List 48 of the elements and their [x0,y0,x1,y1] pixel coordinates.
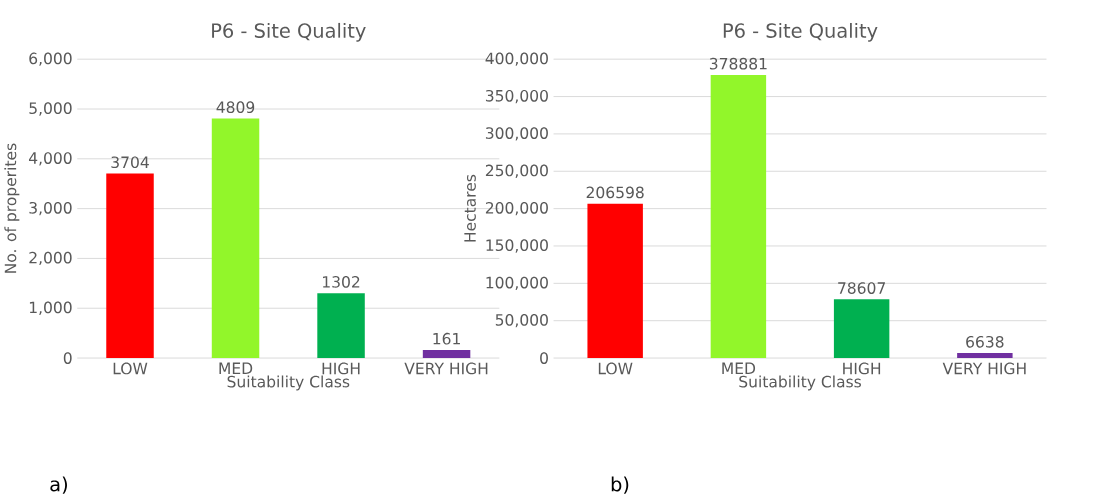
data-label: 4809 [216,101,255,114]
x-tick-label: LOW [113,362,148,375]
y-tick-label: 350,000 [485,90,548,104]
data-label: 206598 [586,186,644,199]
y-tick-label: 300,000 [485,127,548,141]
x-tick-label: MED [722,362,756,375]
y-tick-label: 5,000 [29,102,72,116]
x-axis-title: Suitability Class [227,375,350,391]
bar [422,350,471,359]
y-tick-label: 100,000 [486,276,548,291]
y-tick-label: 0 [63,352,72,365]
y-tick-label: 1,000 [29,301,72,316]
x-tick-label: LOW [598,362,633,375]
y-tick-label: 6,000 [29,52,72,67]
y-tick-label: 400,000 [485,52,548,67]
bar [106,173,154,359]
bar [833,299,890,359]
y-tick-label: 200,000 [485,202,548,216]
x-axis-title: Suitability Class [739,375,861,391]
data-label: 1302 [323,276,360,288]
text: b) [611,476,629,495]
y-axis-title: No. of properites [4,143,20,274]
text: a) [50,476,67,494]
bar [957,353,1013,359]
data-label: 3704 [111,156,149,169]
y-axis-title: Hectares [464,175,476,242]
x-tick-label: MED [219,362,253,375]
x-tick-label: VERY HIGH [404,362,488,375]
bar [587,203,643,359]
bar [211,118,260,359]
data-label: 161 [433,333,460,345]
y-tick-label: 2,000 [29,251,72,266]
y-tick-label: 150,000 [486,239,548,253]
chart-title: P6 - Site Quality [212,23,366,42]
bar [317,293,365,359]
y-tick-label: 50,000 [495,314,548,328]
y-tick-label: 250,000 [485,164,548,179]
data-label: 6638 [966,336,1004,348]
chart-title: P6 - Site Quality [723,23,878,42]
y-tick-label: 0 [540,352,548,365]
y-tick-label: 4,000 [28,152,72,166]
x-tick-label: VERY HIGH [942,362,1026,375]
bar [710,75,767,359]
x-tick-label: HIGH [322,362,360,375]
y-tick-label: 3,000 [29,202,72,216]
x-tick-label: HIGH [843,362,881,375]
data-label: 378881 [709,57,767,70]
data-label: 78607 [838,282,885,295]
